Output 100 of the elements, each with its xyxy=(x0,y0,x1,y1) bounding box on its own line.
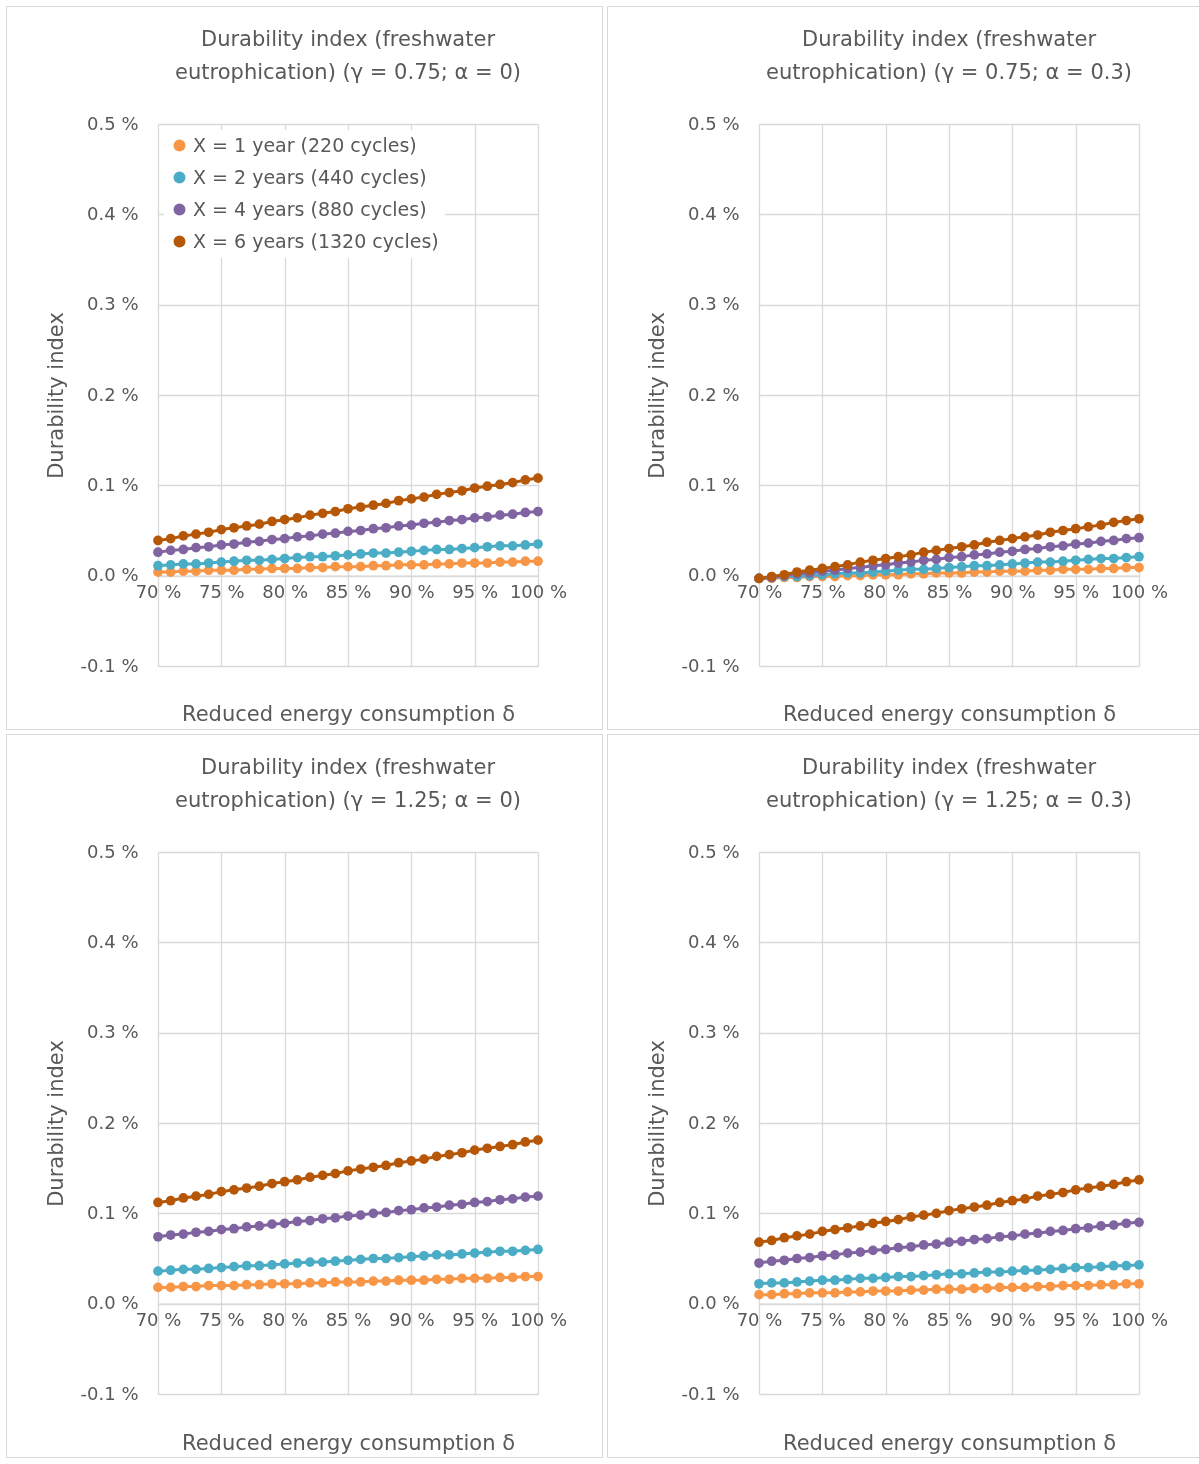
point xyxy=(444,1250,455,1260)
point xyxy=(1020,558,1030,568)
point xyxy=(482,512,493,522)
point xyxy=(241,1222,252,1232)
point xyxy=(343,1255,353,1266)
x-tick-label: 85 % xyxy=(325,581,372,603)
point xyxy=(330,1277,341,1287)
point xyxy=(906,1285,916,1295)
point xyxy=(482,558,493,568)
point xyxy=(254,1221,265,1231)
point xyxy=(241,564,252,575)
x-tick-label: 80 % xyxy=(863,1309,910,1331)
point xyxy=(393,1205,404,1216)
point xyxy=(520,1271,531,1282)
point xyxy=(804,1287,815,1298)
point xyxy=(918,1240,929,1250)
point xyxy=(969,1283,980,1294)
y-tick-label: -0.1 % xyxy=(80,1382,139,1404)
point xyxy=(1070,555,1081,566)
point xyxy=(1058,1187,1068,1198)
point xyxy=(969,1268,980,1278)
point xyxy=(368,1276,379,1286)
point xyxy=(279,1278,290,1289)
x-tick-label: 90 % xyxy=(989,581,1036,603)
point xyxy=(229,522,239,533)
point xyxy=(393,521,404,531)
x-tick-label: 90 % xyxy=(388,1309,435,1331)
point xyxy=(241,555,252,566)
point xyxy=(292,531,303,542)
point xyxy=(1045,527,1056,538)
point xyxy=(906,550,916,560)
point xyxy=(444,1149,455,1160)
y-tick-label: 0.3 % xyxy=(87,293,139,315)
point xyxy=(241,1183,252,1193)
point xyxy=(469,1273,480,1284)
point xyxy=(1121,1260,1132,1271)
point xyxy=(444,544,455,555)
point xyxy=(406,546,417,557)
point xyxy=(368,523,379,534)
point xyxy=(969,550,980,560)
y-tick-label: 0.5 % xyxy=(87,112,139,134)
point xyxy=(520,556,531,567)
point xyxy=(1108,1260,1119,1271)
point xyxy=(842,1274,853,1285)
point xyxy=(267,516,277,527)
point xyxy=(520,475,531,485)
point xyxy=(1032,1281,1043,1292)
x-tick-label: 90 % xyxy=(388,581,435,603)
y-tick-label: -0.1 % xyxy=(681,654,740,676)
y-tick-label: 0.4 % xyxy=(87,930,139,952)
point xyxy=(203,1226,214,1237)
point xyxy=(1032,1191,1043,1202)
point xyxy=(191,559,201,569)
point xyxy=(216,524,227,535)
point xyxy=(918,547,929,558)
point xyxy=(317,551,328,562)
point xyxy=(393,1275,404,1286)
point xyxy=(792,1288,802,1299)
point xyxy=(229,1280,239,1291)
chart-title: Durability index (freshwater eutrophication) (γ = 1.25; α = 0.3) xyxy=(766,755,1132,812)
point xyxy=(457,485,467,496)
point xyxy=(868,1286,878,1296)
point xyxy=(165,1195,176,1206)
point xyxy=(1032,1228,1043,1239)
point xyxy=(1121,1278,1132,1289)
point xyxy=(229,1184,239,1195)
point xyxy=(279,1176,290,1187)
point xyxy=(1096,536,1106,547)
point xyxy=(355,1277,366,1287)
y-axis-title: Durability index xyxy=(644,312,669,479)
point xyxy=(1070,1223,1081,1234)
point xyxy=(817,1287,828,1298)
x-tick-label: 85 % xyxy=(926,581,973,603)
point xyxy=(817,1275,828,1286)
y-tick-label: 0.2 % xyxy=(87,1111,139,1133)
y-axis-title: Durability index xyxy=(43,312,68,479)
point xyxy=(533,1135,543,1146)
point xyxy=(931,554,942,565)
point xyxy=(267,1259,277,1270)
point xyxy=(495,1194,505,1205)
point xyxy=(457,1249,467,1259)
point xyxy=(254,555,265,566)
point xyxy=(893,1286,904,1296)
point xyxy=(355,1210,366,1220)
point xyxy=(343,1277,353,1287)
point xyxy=(267,563,277,574)
point xyxy=(507,1246,518,1257)
point xyxy=(343,1166,353,1176)
point xyxy=(1045,1264,1056,1275)
point xyxy=(229,539,239,549)
x-tick-label: 85 % xyxy=(325,1309,372,1331)
point xyxy=(368,500,379,511)
point xyxy=(431,1202,442,1212)
point xyxy=(431,1250,442,1260)
y-tick-label: 0.5 % xyxy=(688,112,740,134)
point xyxy=(533,556,543,567)
point xyxy=(317,1257,328,1267)
point xyxy=(982,549,992,559)
y-tick-label: 0.2 % xyxy=(688,383,740,405)
point xyxy=(178,544,189,555)
